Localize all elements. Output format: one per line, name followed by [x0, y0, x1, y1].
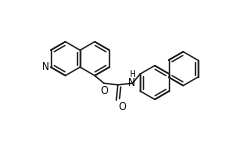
- Text: N: N: [128, 78, 135, 88]
- Text: O: O: [101, 86, 109, 96]
- Text: N: N: [42, 62, 49, 72]
- Text: H: H: [129, 70, 135, 79]
- Text: O: O: [119, 102, 126, 112]
